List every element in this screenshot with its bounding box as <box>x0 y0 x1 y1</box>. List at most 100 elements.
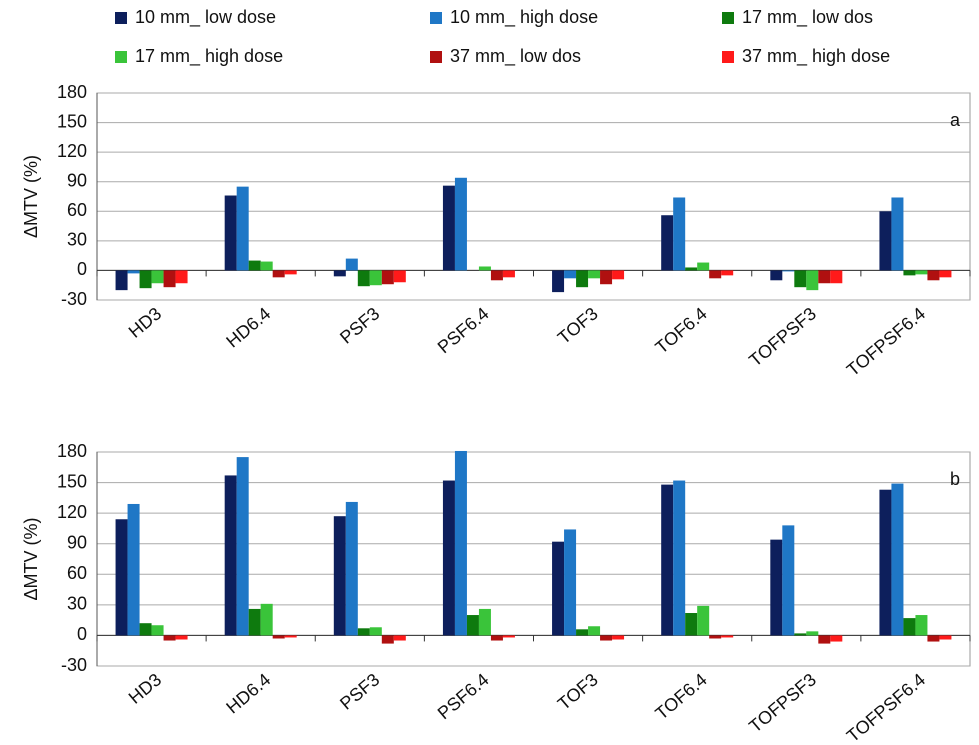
bar <box>661 215 674 271</box>
bar <box>891 197 904 271</box>
bar <box>393 635 406 641</box>
bar <box>224 475 237 636</box>
y-tick-label: 60 <box>67 200 87 220</box>
bar <box>879 211 892 271</box>
bar <box>490 635 503 641</box>
y-tick-label: 60 <box>67 563 87 583</box>
bar <box>673 480 686 636</box>
bar <box>818 270 831 284</box>
bar <box>830 270 843 284</box>
bar <box>806 270 819 291</box>
bar <box>794 270 807 288</box>
bar <box>939 270 952 278</box>
y-tick-label: -30 <box>61 289 87 309</box>
bar <box>806 631 819 636</box>
bar <box>915 270 928 275</box>
bar <box>345 501 358 636</box>
bar <box>454 177 467 271</box>
bar <box>333 516 346 636</box>
bar <box>381 270 394 285</box>
bar <box>393 270 406 283</box>
bar <box>284 635 297 638</box>
x-tick-label: PSF6.4 <box>434 669 493 723</box>
bar <box>357 270 370 287</box>
bar <box>588 626 601 636</box>
panel-label: a <box>950 110 961 130</box>
legend-swatch <box>430 12 442 24</box>
bar <box>175 635 188 640</box>
legend-label: 17 mm_ high dose <box>135 46 283 67</box>
bar <box>782 525 795 636</box>
bar <box>236 186 249 271</box>
bar <box>272 635 285 639</box>
x-tick-label: TOF6.4 <box>651 303 710 357</box>
bar <box>939 635 952 640</box>
bar <box>127 270 140 274</box>
bar <box>502 635 515 638</box>
bar <box>927 270 940 281</box>
bar <box>260 261 273 271</box>
x-tick-label: HD6.4 <box>222 303 274 351</box>
bar <box>248 260 261 271</box>
bar <box>151 270 164 284</box>
bar <box>490 270 503 281</box>
y-tick-label: 0 <box>77 259 87 279</box>
bar <box>502 270 515 278</box>
bar <box>369 270 382 286</box>
x-tick-label: HD3 <box>125 303 165 341</box>
bar <box>721 270 734 276</box>
y-tick-label: 0 <box>77 624 87 644</box>
bar <box>709 270 722 279</box>
bar <box>564 270 577 279</box>
bar <box>709 635 722 639</box>
bar <box>478 608 491 636</box>
bar <box>260 603 273 636</box>
bar <box>552 270 565 293</box>
bar <box>284 270 297 275</box>
bar <box>600 635 613 641</box>
y-axis-title: ΔMTV (%) <box>21 155 41 238</box>
x-tick-label: TOFPSF6.4 <box>843 303 929 380</box>
bar <box>770 270 783 281</box>
bar <box>236 457 249 636</box>
x-tick-label: TOFPSF3 <box>745 303 820 370</box>
x-tick-label: TOFPSF6.4 <box>843 669 929 740</box>
y-tick-label: -30 <box>61 655 87 675</box>
x-tick-label: PSF3 <box>336 669 383 713</box>
legend-swatch <box>115 51 127 63</box>
bar <box>903 618 916 636</box>
y-tick-label: 30 <box>67 230 87 250</box>
y-tick-label: 180 <box>57 441 87 461</box>
bar <box>381 635 394 644</box>
y-tick-label: 150 <box>57 111 87 131</box>
bar <box>697 605 710 636</box>
y-tick-label: 120 <box>57 502 87 522</box>
y-axis-title: ΔMTV (%) <box>21 517 41 600</box>
bar <box>721 635 734 638</box>
bar <box>612 635 625 640</box>
bar <box>175 270 188 284</box>
bar <box>442 480 455 636</box>
bar <box>673 197 686 271</box>
bar <box>248 608 261 636</box>
legend-label: 17 mm_ low dos <box>742 7 873 28</box>
bar <box>224 195 237 271</box>
legend-swatch <box>430 51 442 63</box>
x-tick-label: PSF3 <box>336 303 383 347</box>
bar <box>466 615 479 636</box>
legend-swatch <box>722 51 734 63</box>
bar <box>576 270 589 288</box>
y-tick-label: 90 <box>67 532 87 552</box>
legend-label: 10 mm_ low dose <box>135 7 276 28</box>
bar <box>272 270 285 278</box>
bar <box>564 529 577 636</box>
panel-label: b <box>950 469 960 489</box>
bar <box>794 633 807 636</box>
bar <box>552 541 565 636</box>
bar <box>127 503 140 636</box>
bar <box>588 270 601 279</box>
x-tick-label: TOF3 <box>554 303 602 348</box>
y-tick-label: 90 <box>67 170 87 190</box>
bar <box>163 270 176 288</box>
